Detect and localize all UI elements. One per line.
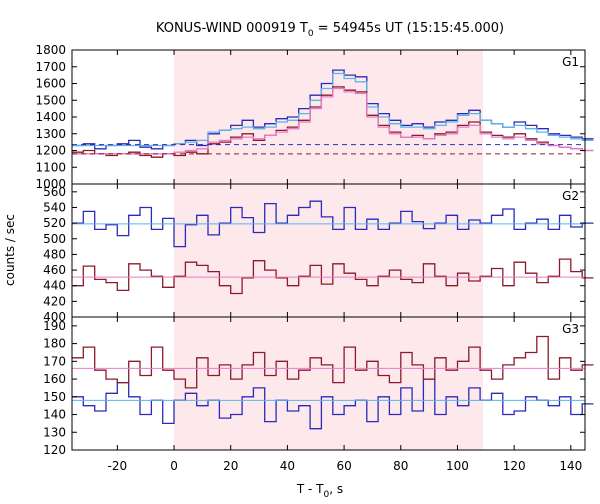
panel-label-G3: G3 [562,322,579,336]
y-tick-label: 420 [43,294,66,308]
xlabel-main: T - T [296,482,324,496]
y-tick-label: 560 [43,185,66,199]
y-tick-label: 160 [43,372,66,386]
y-tick-label: 150 [43,390,66,404]
y-tick-label: 460 [43,263,66,277]
y-tick-label: 480 [43,247,66,261]
series-line-red_series [72,258,594,295]
y-tick-label: 1100 [35,160,66,174]
xlabel-subscript: 0 [324,490,330,500]
x-axis-label: T - T0, s [296,482,343,500]
y-tick-label: 1300 [35,127,66,141]
y-tick-label: 1400 [35,110,66,124]
panels-group: 100011001200130014001500160017001800G140… [35,43,594,473]
shaded-interval [174,184,483,317]
title-main: KONUS-WIND 000919 T [156,21,308,36]
y-tick-label: 130 [43,425,66,439]
title-rest: = 54945s UT (15:15:45.000) [314,21,504,36]
y-tick-label: 140 [43,408,66,422]
panel-G1: 1000 1100 1200 1300 1400 1500 1600 1700 1800 G1 [35,43,594,191]
series-line-red_series [72,335,594,389]
y-tick-label: 1200 [35,144,66,158]
y-tick-label: 1800 [35,43,66,57]
y-tick-label: 1000 [35,177,66,191]
y-tick-label: 180 [43,337,66,351]
series-line-blue_series [72,378,594,430]
x-tick-label: -20 [108,459,128,473]
title-subscript: 0 [308,29,314,39]
y-tick-label: 1600 [35,77,66,91]
y-tick-label: 1500 [35,93,66,107]
panel-frame [71,316,586,451]
y-tick-label: 500 [43,232,66,246]
series-line-cyan_fit [72,72,594,147]
y-tick-label: 120 [43,443,66,457]
y-tick-label: 520 [43,216,66,230]
y-tick-label: 400 [43,310,66,324]
y-tick-label: 170 [43,354,66,368]
x-tick-label: 0 [170,459,178,473]
shaded-interval [174,317,483,450]
x-tick-label: 40 [280,459,295,473]
panel-label-G2: G2 [562,189,579,203]
x-tick-label: 120 [503,459,526,473]
x-tick-label: 80 [393,459,408,473]
x-tick-label: 100 [446,459,469,473]
series-line-pink_fit [72,87,594,155]
panel-G3: 120 130 140 150 160 170 180 190 G3 [43,316,594,457]
chart-title: KONUS-WIND 000919 T0 = 54945s UT (15:15:… [156,21,504,39]
y-tick-label: 540 [43,200,66,214]
x-tick-label: 60 [336,459,351,473]
xlabel-rest: , s [329,482,343,496]
y-tick-label: 440 [43,279,66,293]
x-tick-label: 20 [223,459,238,473]
shaded-interval [174,50,483,184]
panel-label-G1: G1 [562,55,579,69]
series-line-blue_series [72,200,594,248]
y-axis-label: counts / sec [3,214,17,286]
y-tick-label: 1700 [35,60,66,74]
x-tick-label: 140 [559,459,582,473]
y-tick-label: 190 [43,319,66,333]
